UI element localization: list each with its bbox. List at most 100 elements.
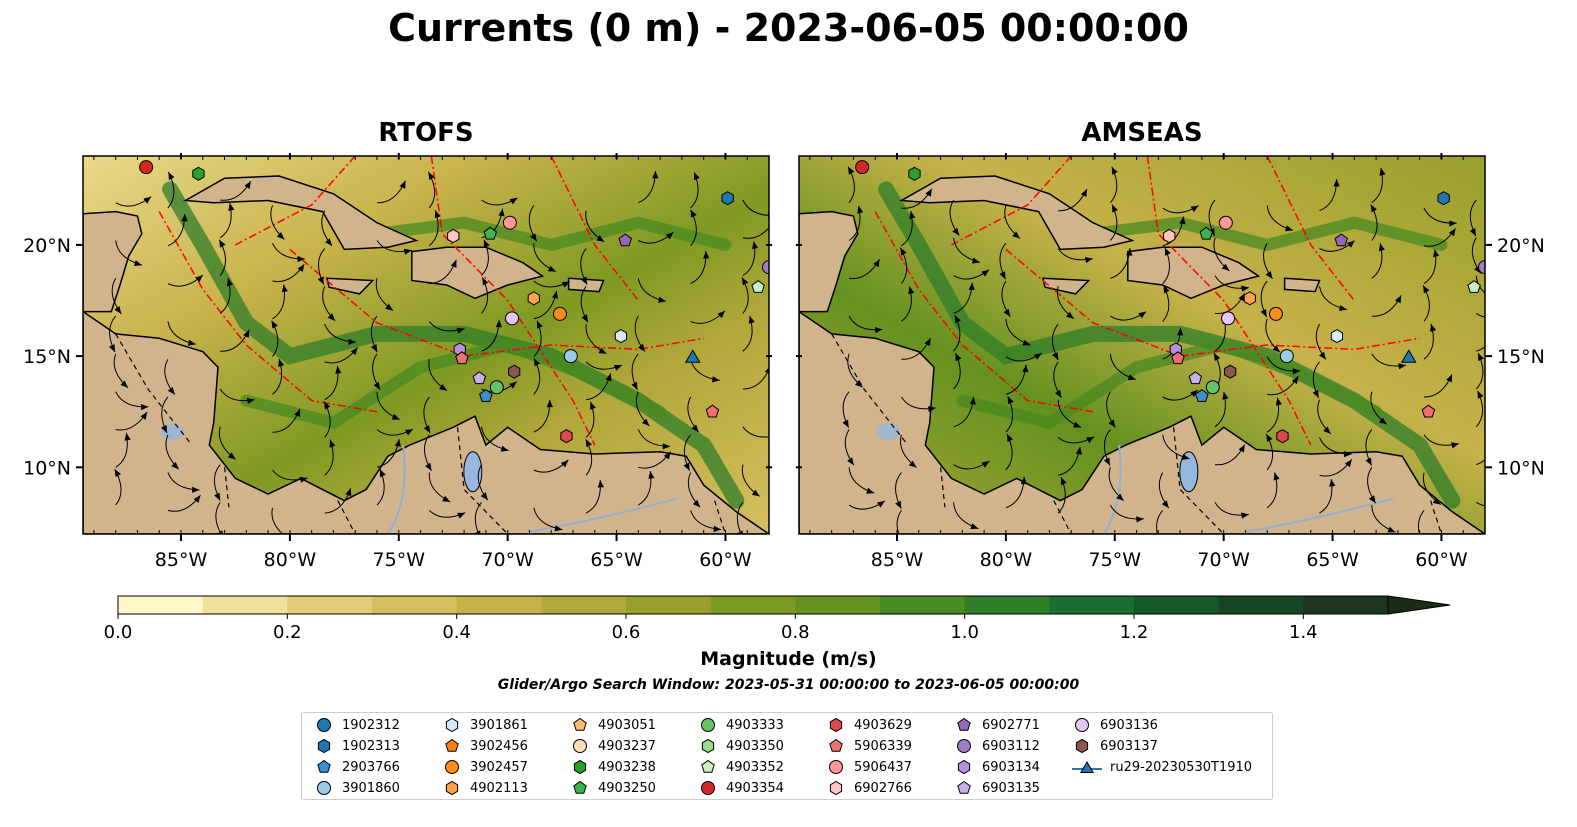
streamline [271,507,284,534]
streamline-arrow [1387,526,1396,533]
streamline-arrow [457,512,466,519]
streamline-arrow [1493,296,1501,302]
streamline-arrow [1272,345,1281,353]
land-central-america [83,310,769,534]
streamline-arrow [547,265,556,272]
streamline-arrow [1292,368,1301,375]
colorbar-segment [1049,596,1135,614]
legend-marker-icon [829,717,843,733]
streamline-arrow [1379,417,1387,425]
figure-title: Currents (0 m) - 2023-06-05 00:00:00 [388,6,1189,50]
map-panel-rtofs: 85°W 80°W 75°W 70°W 65°W 60°W 20°N 15°N 10°N [23,153,778,571]
streamline-arrow [391,413,400,420]
x-tick-label: 75°W [1089,549,1142,571]
country-border [1053,500,1072,534]
streamline-arrow [748,315,755,324]
river [1245,497,1394,533]
streamline-arrow [281,284,288,293]
legend-item: 6902771 [954,715,1040,735]
country-border [1173,427,1225,534]
legend-label: 4903238 [598,759,656,775]
float-marker-5906437 [1218,215,1233,230]
eez-boundary [430,156,596,446]
legend-item: 4903051 [570,715,656,735]
legend-circle-icon [701,718,715,732]
streamline-arrow [480,492,488,501]
legend-label: 4903354 [726,780,784,796]
colorbar-segment [626,596,712,614]
legend-pentagon-icon [957,780,971,794]
streamline-arrow [193,495,201,503]
legend-label: 4903051 [598,717,656,733]
streamline-arrow [741,277,749,286]
streamline-arrow [552,290,559,299]
legend-hexagon-icon [701,738,715,754]
colorbar-segment [541,596,627,614]
streamline-arrow [1075,446,1082,455]
colorbar-segment [880,596,966,614]
lake-maracaibo [1179,451,1199,493]
streamline-arrow [1312,389,1319,398]
streamline-arrow [299,476,308,483]
legend-item: 6903135 [954,778,1040,798]
legend-pentagon-icon [445,738,459,752]
streamline-arrow [1323,426,1331,434]
streamline-arrow [1138,311,1147,319]
streamline-arrow [244,181,251,189]
streamline-arrow [1344,451,1352,458]
colorbar-tick-label: 0.6 [612,622,641,643]
streamline-arrow [1319,351,1326,360]
colorbar-segment [795,596,881,614]
legend-hexagon-icon [445,717,459,733]
eez-boundary [1266,156,1355,301]
streamline-arrow [1446,374,1452,383]
streamline-arrow [652,171,659,179]
streamline-arrow [1190,205,1199,213]
streamline-arrow [124,432,131,441]
streamline [1476,501,1485,507]
streamline-arrow [662,443,671,450]
streamline-arrow [1378,243,1385,252]
streamline-arrow [927,406,936,413]
colorbar-label: Magnitude (m/s) [700,648,877,670]
float-marker-4903629 [560,429,573,444]
streamline-arrow [1052,352,1059,361]
streamline-arrow [534,358,541,367]
legend-item: 4903250 [570,778,656,798]
streamline-arrow [1370,204,1377,213]
streamline-arrow [399,180,406,189]
legend-marker-icon [445,780,459,796]
streamline-arrow [752,241,759,250]
streamline-arrow [428,172,435,180]
streamline-arrow [1022,364,1029,373]
legend-pentagon-icon [829,738,843,752]
colorbar-segment [1303,596,1389,614]
streamline-arrow [1238,444,1245,453]
colorbar-frame [117,595,1389,615]
float-marker-3902457 [1268,306,1283,321]
streamline-arrow [1368,495,1376,504]
eez-boundary [1005,248,1420,357]
float-marker-6902766 [447,228,460,244]
legend-item: 4902113 [442,778,528,798]
eez-boundary [158,211,378,413]
streamline-arrow [581,314,588,323]
legend-label: 4903333 [726,717,784,733]
streamline-arrow [848,166,855,175]
legend-marker-icon [573,739,587,753]
streamline-arrow [770,434,778,440]
lake-nicaragua [876,423,901,440]
legend-marker-icon [573,759,587,775]
streamline-arrow [1339,305,1347,311]
legend-circle-icon [957,739,971,753]
streamline-arrow [1365,457,1372,466]
streamline-arrow [971,257,980,264]
streamline-arrow [140,412,148,420]
legend-item: 6902766 [826,778,912,798]
streamline-arrow [692,499,701,508]
streamline-arrow [580,276,588,285]
land-yucatan [799,210,859,313]
legend-item: 6903137 [1072,736,1158,756]
streamline-arrow [1266,434,1273,442]
land-jamaica [1041,277,1091,295]
